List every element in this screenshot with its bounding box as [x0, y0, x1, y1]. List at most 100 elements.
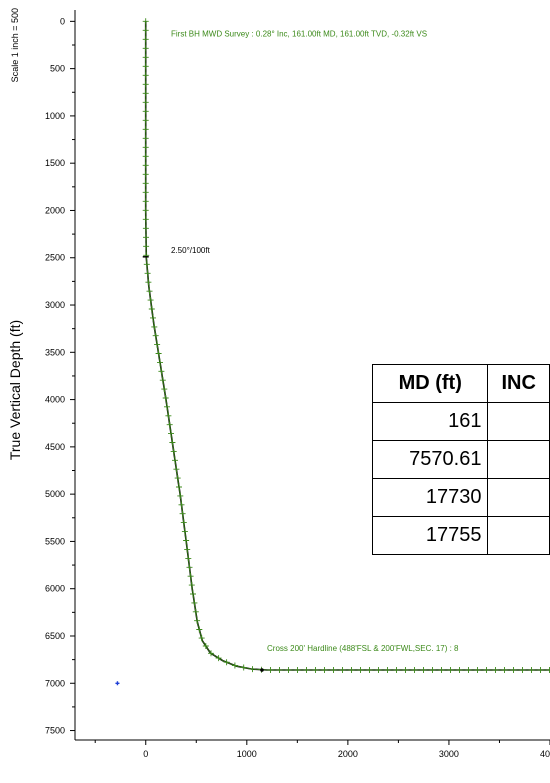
survey-point-marker [142, 18, 149, 25]
survey-point-marker [142, 144, 149, 151]
survey-point-marker [510, 667, 517, 673]
table-cell-inc [487, 440, 550, 479]
survey-point-marker [179, 510, 186, 517]
survey-point-marker [215, 655, 222, 662]
survey-point-marker [184, 546, 191, 553]
location-marker [115, 681, 120, 686]
survey-point-marker [267, 667, 274, 673]
survey-point-marker [447, 667, 454, 673]
survey-table: MD (ft) INC 161 7570.61 17730 17755 [372, 364, 550, 555]
table-row: 7570.61 [372, 440, 550, 479]
survey-point-marker [143, 234, 149, 241]
y-tick-label: 7000 [45, 678, 65, 688]
survey-point-marker [168, 430, 174, 437]
y-tick-label: 1000 [45, 111, 65, 121]
annotation-label: 2.50°/100ft [171, 246, 211, 255]
survey-point-marker [142, 171, 149, 178]
table-cell-md: 17730 [372, 478, 489, 517]
survey-point-marker [303, 667, 310, 673]
survey-point-marker [465, 667, 472, 673]
y-tick-label: 6500 [45, 631, 65, 641]
survey-point-marker [501, 667, 508, 673]
survey-point-marker [223, 659, 230, 666]
table-cell-inc [487, 516, 550, 555]
survey-point-marker [142, 27, 149, 34]
survey-point-marker [294, 667, 301, 673]
y-tick-label: 2000 [45, 205, 65, 215]
table-cell-inc [487, 402, 550, 441]
survey-point-marker [142, 45, 149, 52]
survey-point-marker [339, 667, 346, 673]
survey-point-marker [143, 261, 150, 268]
survey-point-marker [145, 279, 152, 286]
survey-point-marker [384, 667, 391, 673]
survey-point-marker [429, 667, 436, 673]
survey-point-marker [196, 626, 203, 633]
y-tick-label: 5000 [45, 489, 65, 499]
survey-point-marker [190, 591, 196, 597]
survey-point-marker [321, 667, 328, 673]
survey-point-marker [231, 662, 238, 669]
survey-point-marker [519, 667, 526, 673]
survey-point-marker [393, 667, 400, 673]
survey-point-marker [174, 475, 181, 482]
survey-point-marker [194, 617, 201, 624]
x-tick-label: 2000 [338, 749, 358, 759]
survey-point-marker [142, 225, 149, 232]
survey-point-marker [191, 599, 198, 606]
survey-point-marker [147, 297, 154, 304]
survey-point-marker [208, 650, 214, 657]
survey-point-marker [166, 421, 173, 428]
survey-point-marker [183, 537, 190, 544]
y-tick-label: 2500 [45, 253, 65, 263]
survey-point-marker [176, 484, 182, 490]
survey-point-marker [366, 667, 373, 673]
table-header-md: MD (ft) [372, 364, 489, 403]
survey-point-marker [142, 207, 149, 214]
survey-point-marker [181, 528, 188, 535]
survey-point-marker [172, 457, 178, 464]
survey-point-marker [375, 667, 382, 673]
survey-point-marker [161, 386, 168, 393]
survey-point-marker [159, 377, 166, 384]
x-tick-label: 0 [143, 749, 148, 759]
survey-point-marker [186, 564, 193, 571]
survey-point-marker [537, 667, 544, 673]
survey-point-marker [142, 180, 149, 187]
survey-point-marker [142, 63, 149, 70]
survey-point-marker [188, 582, 195, 589]
survey-point-marker [142, 36, 149, 43]
survey-point-marker [357, 667, 364, 673]
scale-label: Scale 1 inch = 500 [10, 8, 20, 82]
y-axis-label: True Vertical Depth (ft) [7, 320, 23, 460]
survey-point-marker [178, 501, 185, 508]
survey-point-marker [151, 323, 158, 330]
y-tick-label: 1500 [45, 158, 65, 168]
survey-point-marker [312, 667, 319, 673]
table-row: 17755 [372, 516, 550, 555]
x-tick-label: 3000 [439, 749, 459, 759]
table-cell-inc [487, 478, 550, 517]
y-tick-label: 4000 [45, 395, 65, 405]
survey-point-marker [144, 270, 151, 277]
survey-point-marker [173, 466, 180, 473]
survey-table-container: MD (ft) INC 161 7570.61 17730 17755 [372, 364, 550, 594]
survey-point-marker [249, 666, 256, 673]
survey-point-marker [142, 90, 149, 97]
survey-point-marker [285, 667, 292, 673]
survey-point-marker [142, 54, 149, 61]
survey-point-marker [142, 72, 149, 79]
survey-point-marker [154, 341, 161, 348]
annotation-label: Cross 200' Hardline (488'FSL & 200'FWL,S… [267, 644, 459, 653]
y-tick-label: 3000 [45, 300, 65, 310]
x-tick-label: 1000 [237, 749, 257, 759]
survey-point-marker [142, 135, 149, 142]
survey-point-marker [411, 667, 418, 673]
survey-point-marker [185, 555, 192, 562]
survey-point-marker [142, 153, 149, 160]
table-cell-md: 17755 [372, 516, 489, 555]
y-tick-label: 5500 [45, 536, 65, 546]
survey-point-marker [142, 189, 149, 196]
survey-point-marker [142, 198, 149, 205]
survey-point-marker [142, 162, 149, 169]
